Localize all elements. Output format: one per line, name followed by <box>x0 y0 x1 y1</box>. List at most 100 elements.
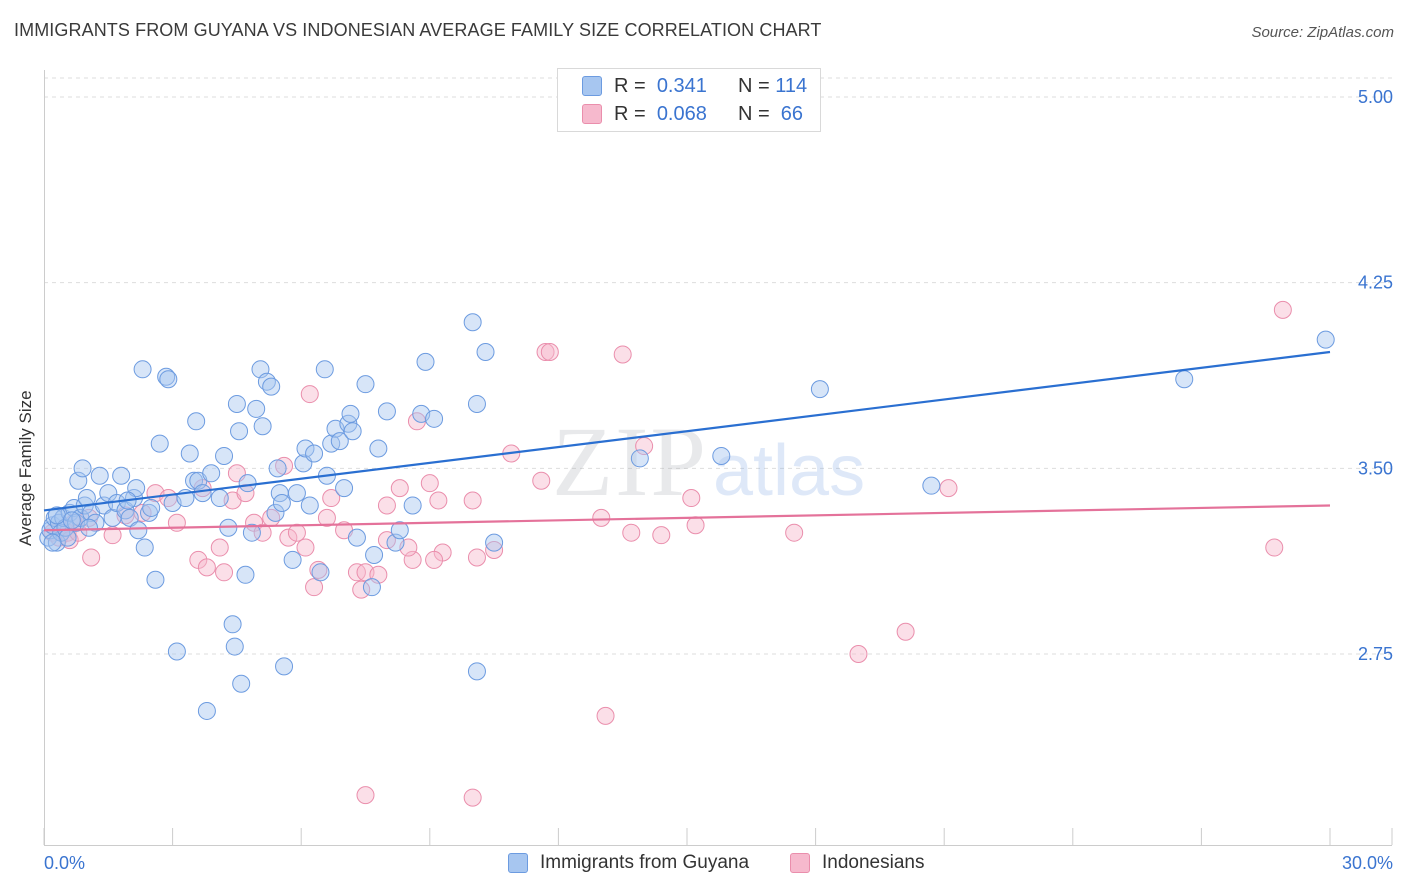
data-point-guyana <box>185 471 204 490</box>
data-point-guyana <box>283 550 302 569</box>
data-point-indonesians <box>682 489 701 508</box>
data-point-indonesians <box>849 645 868 663</box>
data-point-guyana <box>242 523 261 542</box>
data-point-guyana <box>425 409 444 428</box>
data-point-indonesians <box>322 489 341 508</box>
data-point-guyana <box>146 570 165 589</box>
data-point-indonesians <box>390 479 409 498</box>
data-point-guyana <box>80 518 99 537</box>
data-point-guyana <box>300 496 319 515</box>
data-point-guyana <box>150 434 169 453</box>
data-point-guyana <box>416 352 435 371</box>
data-point-guyana <box>120 508 139 527</box>
data-point-guyana <box>467 662 486 681</box>
data-point-indonesians <box>622 523 641 542</box>
data-point-indonesians <box>596 706 615 725</box>
data-point-indonesians <box>467 548 486 567</box>
data-point-indonesians <box>592 508 611 527</box>
data-point-guyana <box>225 637 244 656</box>
data-point-guyana <box>167 642 186 661</box>
data-point-guyana <box>232 674 251 693</box>
data-point-guyana <box>202 464 221 483</box>
data-point-guyana <box>238 474 257 493</box>
legend-swatch-guyana <box>582 76 602 96</box>
legend-n-label: N = <box>737 74 770 97</box>
data-point-guyana <box>365 545 384 564</box>
data-point-guyana <box>287 484 306 503</box>
y-tick-labels: 2.75 3.50 4.25 5.00 <box>1358 87 1393 664</box>
series-guyana <box>39 313 1335 720</box>
data-point-guyana <box>341 404 360 423</box>
data-point-guyana <box>712 446 731 465</box>
data-point-indonesians <box>425 550 444 569</box>
legend-r-label: R = <box>614 102 646 125</box>
data-point-indonesians <box>536 342 555 361</box>
data-point-indonesians <box>785 523 804 542</box>
chart-title: IMMIGRANTS FROM GUYANA VS INDONESIAN AVE… <box>14 20 822 40</box>
y-tick-label: 3.50 <box>1358 458 1393 478</box>
data-point-indonesians <box>305 578 324 597</box>
legend-r-value: 0.068 <box>656 102 707 125</box>
data-point-guyana <box>157 367 176 386</box>
data-point-indonesians <box>686 516 705 535</box>
data-point-indonesians <box>253 523 272 542</box>
data-point-guyana <box>362 578 381 597</box>
legend-r-label: R = <box>614 74 646 97</box>
data-point-indonesians <box>279 528 298 547</box>
data-point-guyana <box>112 466 131 485</box>
watermark: ZIP atlas <box>552 406 865 517</box>
data-point-indonesians <box>463 491 482 510</box>
data-point-guyana <box>210 489 229 508</box>
data-point-indonesians <box>82 548 101 567</box>
bottom-legend-swatch-indonesians <box>790 853 810 873</box>
data-point-guyana <box>135 538 154 557</box>
legend: R = 0.341 N = 114 R = 0.068 N = 66 <box>557 68 821 132</box>
data-point-guyana <box>1316 330 1335 349</box>
source-note: Source: ZipAtlas.com <box>1251 24 1394 41</box>
data-point-guyana <box>476 342 495 361</box>
data-point-guyana <box>268 459 287 478</box>
data-point-indonesians <box>210 538 229 557</box>
legend-r-value: 0.341 <box>656 74 707 97</box>
data-point-guyana <box>315 360 334 379</box>
data-point-indonesians <box>896 622 915 641</box>
data-point-indonesians <box>287 523 306 542</box>
data-point-indonesians <box>1273 300 1292 319</box>
data-point-guyana <box>187 412 206 431</box>
data-point-indonesians <box>377 496 396 515</box>
trend-line-guyana <box>43 350 1331 512</box>
data-point-guyana <box>73 459 92 478</box>
x-ticks <box>43 828 1393 845</box>
data-point-guyana <box>193 484 212 503</box>
data-point-indonesians <box>429 491 448 510</box>
data-point-guyana <box>90 466 109 485</box>
data-point-guyana <box>58 528 77 547</box>
data-point-guyana <box>159 370 178 389</box>
x-tick-label-min: 0.0% <box>44 853 85 873</box>
data-point-indonesians <box>352 580 371 599</box>
data-point-indonesians <box>540 342 559 361</box>
data-point-indonesians <box>420 474 439 493</box>
data-point-guyana <box>485 533 504 552</box>
data-point-guyana <box>305 444 324 463</box>
trend-lines <box>43 350 1331 532</box>
legend-swatch-indonesians <box>582 104 602 124</box>
y-tick-label: 5.00 <box>1358 87 1393 107</box>
bottom-legend-label-guyana: Immigrants from Guyana <box>540 852 750 873</box>
data-point-guyana <box>275 657 294 676</box>
data-point-guyana <box>1175 370 1194 389</box>
data-point-guyana <box>810 380 829 399</box>
data-point-indonesians <box>532 471 551 490</box>
data-point-guyana <box>922 476 941 495</box>
data-point-guyana <box>356 375 375 394</box>
y-tick-label: 2.75 <box>1358 644 1393 664</box>
legend-n-value: 114 <box>775 74 808 97</box>
legend-row-indonesians: R = 0.068 N = 66 <box>582 101 803 127</box>
data-point-guyana <box>343 422 362 441</box>
data-point-guyana <box>347 528 366 547</box>
data-point-guyana <box>272 493 291 512</box>
data-point-guyana <box>43 533 62 552</box>
data-point-guyana <box>247 399 266 418</box>
legend-row-guyana: R = 0.341 N = 114 <box>582 73 807 99</box>
